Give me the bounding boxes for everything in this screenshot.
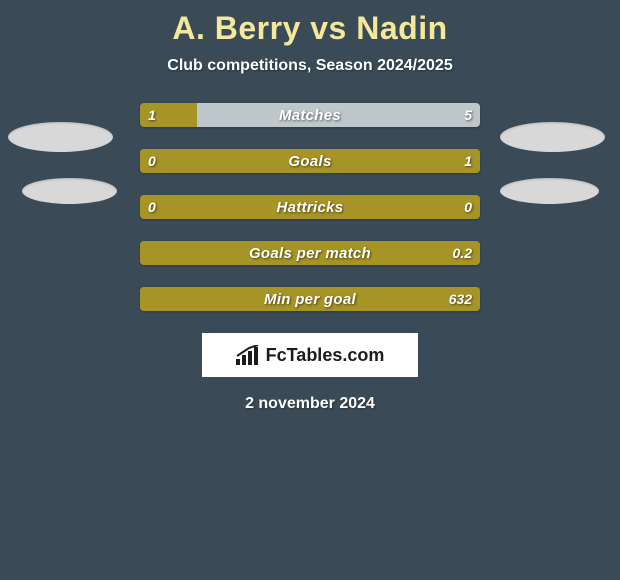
page-background: A. Berry vs Nadin Club competitions, Sea… [0, 0, 620, 580]
brand-text: FcTables.com [266, 345, 385, 366]
comparison-bars: Matches15Goals01Hattricks00Goals per mat… [140, 103, 480, 311]
stat-right-value: 0.2 [445, 241, 480, 265]
stat-left-value: 0 [140, 195, 164, 219]
stat-bar: Matches1 5 [140, 103, 480, 127]
stat-bar-label: Hattricks [140, 195, 480, 219]
brand-chart-icon [236, 345, 260, 365]
stat-left-value: 1 [140, 103, 164, 127]
page-subtitle: Club competitions, Season 2024/2025 [0, 57, 620, 75]
stat-bar: Goals per match0.2 [140, 241, 480, 265]
stat-left-value [140, 241, 156, 265]
footer-date: 2 november 2024 [0, 395, 620, 413]
stat-right-value: 632 [441, 287, 480, 311]
player-left-photo-small [22, 178, 117, 204]
page-title: A. Berry vs Nadin [0, 0, 620, 47]
player-left-photo-large [8, 122, 113, 152]
stat-bar: Hattricks0 0 [140, 195, 480, 219]
player-right-photo-small [500, 178, 599, 204]
stat-bar-label: Goals per match [140, 241, 480, 265]
player-right-photo-large [500, 122, 605, 152]
brand-badge: FcTables.com [202, 333, 418, 377]
stat-bar-label: Matches [140, 103, 480, 127]
stat-left-value [140, 287, 156, 311]
stat-right-value: 5 [456, 103, 480, 127]
stat-left-value: 0 [140, 149, 164, 173]
stat-right-value: 0 [456, 195, 480, 219]
stat-right-value: 1 [456, 149, 480, 173]
chart-area: Matches15Goals01Hattricks00Goals per mat… [0, 103, 620, 413]
stat-bar: Goals0 1 [140, 149, 480, 173]
stat-bar: Min per goal632 [140, 287, 480, 311]
stat-bar-label: Goals [140, 149, 480, 173]
stat-bar-label: Min per goal [140, 287, 480, 311]
